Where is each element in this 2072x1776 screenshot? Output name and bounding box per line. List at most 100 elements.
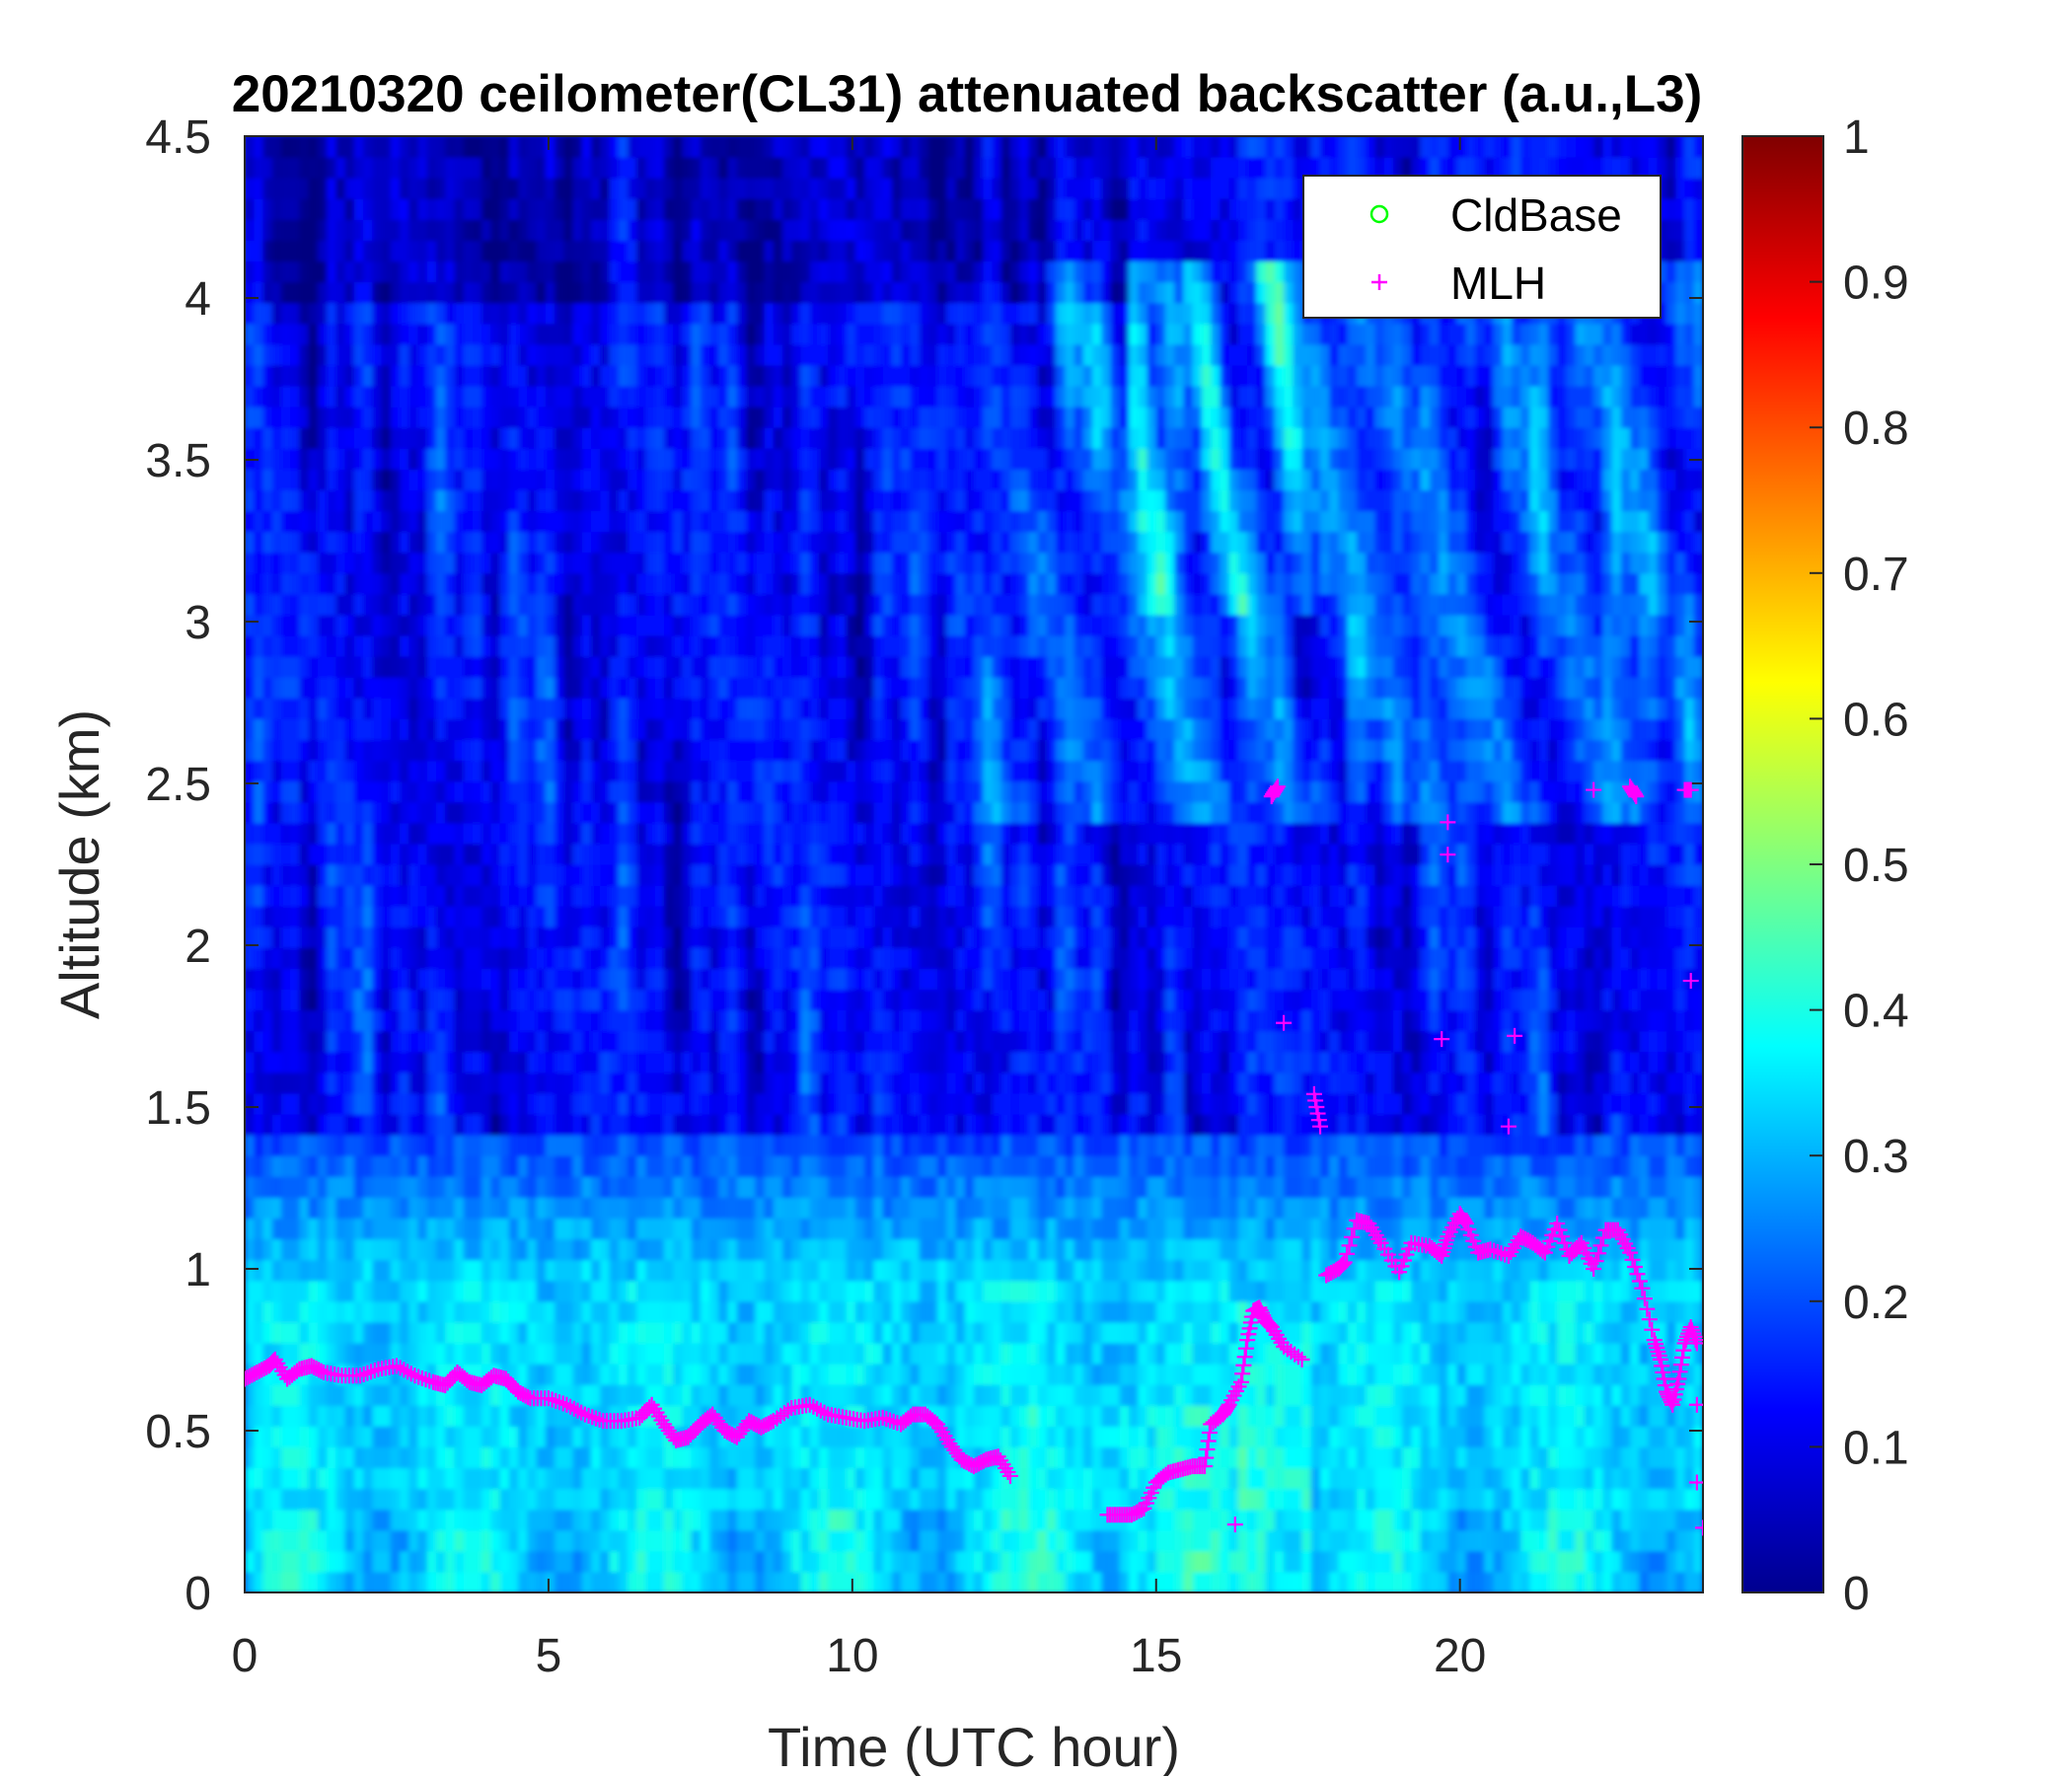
heatmap-cell	[372, 1197, 383, 1220]
heatmap-cell	[654, 1384, 665, 1406]
heatmap-cell	[709, 1114, 719, 1136]
heatmap-cell	[518, 760, 528, 782]
heatmap-cell	[335, 906, 346, 927]
heatmap-cell	[809, 427, 820, 449]
heatmap-cell	[700, 489, 710, 512]
heatmap-cell	[527, 178, 538, 199]
heatmap-cell	[581, 281, 592, 304]
heatmap-cell	[317, 1300, 328, 1323]
heatmap-cell	[280, 198, 291, 220]
heatmap-cell	[290, 926, 301, 948]
heatmap-cell	[353, 1135, 364, 1156]
heatmap-cell	[454, 760, 465, 782]
heatmap-cell	[335, 947, 346, 970]
heatmap-cell	[435, 531, 446, 554]
heatmap-cell	[663, 822, 674, 845]
heatmap-cell	[299, 1342, 310, 1365]
heatmap-cell	[499, 1280, 510, 1302]
heatmap-cell	[673, 572, 683, 595]
heatmap-cell	[618, 1051, 629, 1073]
heatmap-cell	[555, 760, 564, 782]
heatmap-cell	[800, 698, 811, 719]
heatmap-cell	[800, 1051, 811, 1073]
heatmap-cell	[846, 198, 856, 220]
heatmap-cell	[663, 1155, 674, 1177]
heatmap-cell	[518, 136, 528, 158]
heatmap-cell	[736, 1009, 747, 1032]
heatmap-cell	[245, 386, 255, 407]
heatmap-cell	[536, 843, 547, 865]
heatmap-cell	[846, 1321, 856, 1344]
heatmap-cell	[555, 1280, 564, 1302]
heatmap-cell	[327, 989, 336, 1011]
heatmap-cell	[299, 448, 310, 470]
heatmap-cell	[818, 614, 829, 636]
heatmap-cell	[344, 947, 355, 970]
heatmap-cell	[609, 136, 620, 158]
heatmap-cell	[627, 1571, 637, 1592]
heatmap-cell	[682, 469, 693, 491]
heatmap-cell	[271, 572, 282, 595]
heatmap-cell	[654, 572, 665, 595]
heatmap-cell	[327, 968, 336, 991]
heatmap-cell	[591, 1197, 601, 1220]
heatmap-cell	[636, 1092, 647, 1115]
heatmap-cell	[527, 780, 538, 803]
heatmap-cell	[809, 1238, 820, 1261]
heatmap-cell	[472, 572, 482, 595]
heatmap-cell	[353, 531, 364, 554]
heatmap-cell	[344, 552, 355, 574]
heatmap-cell	[280, 1550, 291, 1573]
heatmap-cell	[572, 1571, 583, 1592]
heatmap-cell	[591, 219, 601, 242]
heatmap-cell	[508, 864, 519, 886]
heatmap-cell	[481, 1197, 492, 1220]
heatmap-cell	[746, 656, 756, 678]
heatmap-cell	[709, 572, 719, 595]
heatmap-cell	[755, 364, 766, 387]
heatmap-cell	[864, 448, 874, 470]
heatmap-cell	[782, 843, 792, 865]
heatmap-cell	[709, 302, 719, 325]
heatmap-cell	[882, 343, 893, 366]
heatmap-cell	[536, 510, 547, 533]
heatmap-cell	[828, 219, 839, 242]
heatmap-cell	[344, 1426, 355, 1447]
heatmap-cell	[809, 1114, 820, 1136]
heatmap-cell	[627, 219, 637, 242]
heatmap-cell	[828, 801, 839, 824]
heatmap-cell	[854, 1135, 865, 1156]
heatmap-cell	[746, 219, 756, 242]
heatmap-cell	[828, 240, 839, 262]
heatmap-cell	[673, 843, 683, 865]
heatmap-cell	[363, 885, 373, 907]
heatmap-cell	[864, 136, 874, 158]
heatmap-cell	[718, 1321, 729, 1344]
heatmap-cell	[390, 1550, 401, 1573]
heatmap-cell	[363, 926, 373, 948]
heatmap-cell	[800, 1321, 811, 1344]
heatmap-cell	[254, 219, 264, 242]
heatmap-cell	[854, 677, 865, 699]
heatmap-cell	[508, 1488, 519, 1511]
heatmap-cell	[645, 157, 656, 179]
heatmap-cell	[782, 968, 792, 991]
heatmap-cell	[691, 1405, 702, 1427]
heatmap-cell	[773, 469, 783, 491]
heatmap-cell	[545, 864, 555, 886]
heatmap-cell	[299, 386, 310, 407]
heatmap-cell	[673, 677, 683, 699]
heatmap-cell	[271, 386, 282, 407]
heatmap-cell	[609, 407, 620, 428]
heatmap-cell	[490, 801, 501, 824]
heatmap-cell	[545, 1280, 555, 1302]
heatmap-cell	[271, 343, 282, 366]
heatmap-cell	[555, 1197, 564, 1220]
heatmap-cell	[645, 677, 656, 699]
heatmap-cell	[271, 739, 282, 762]
heatmap-cell	[764, 489, 775, 512]
heatmap-cell	[563, 1426, 574, 1447]
heatmap-cell	[454, 1488, 465, 1511]
heatmap-cell	[581, 1321, 592, 1344]
heatmap-cell	[837, 614, 848, 636]
